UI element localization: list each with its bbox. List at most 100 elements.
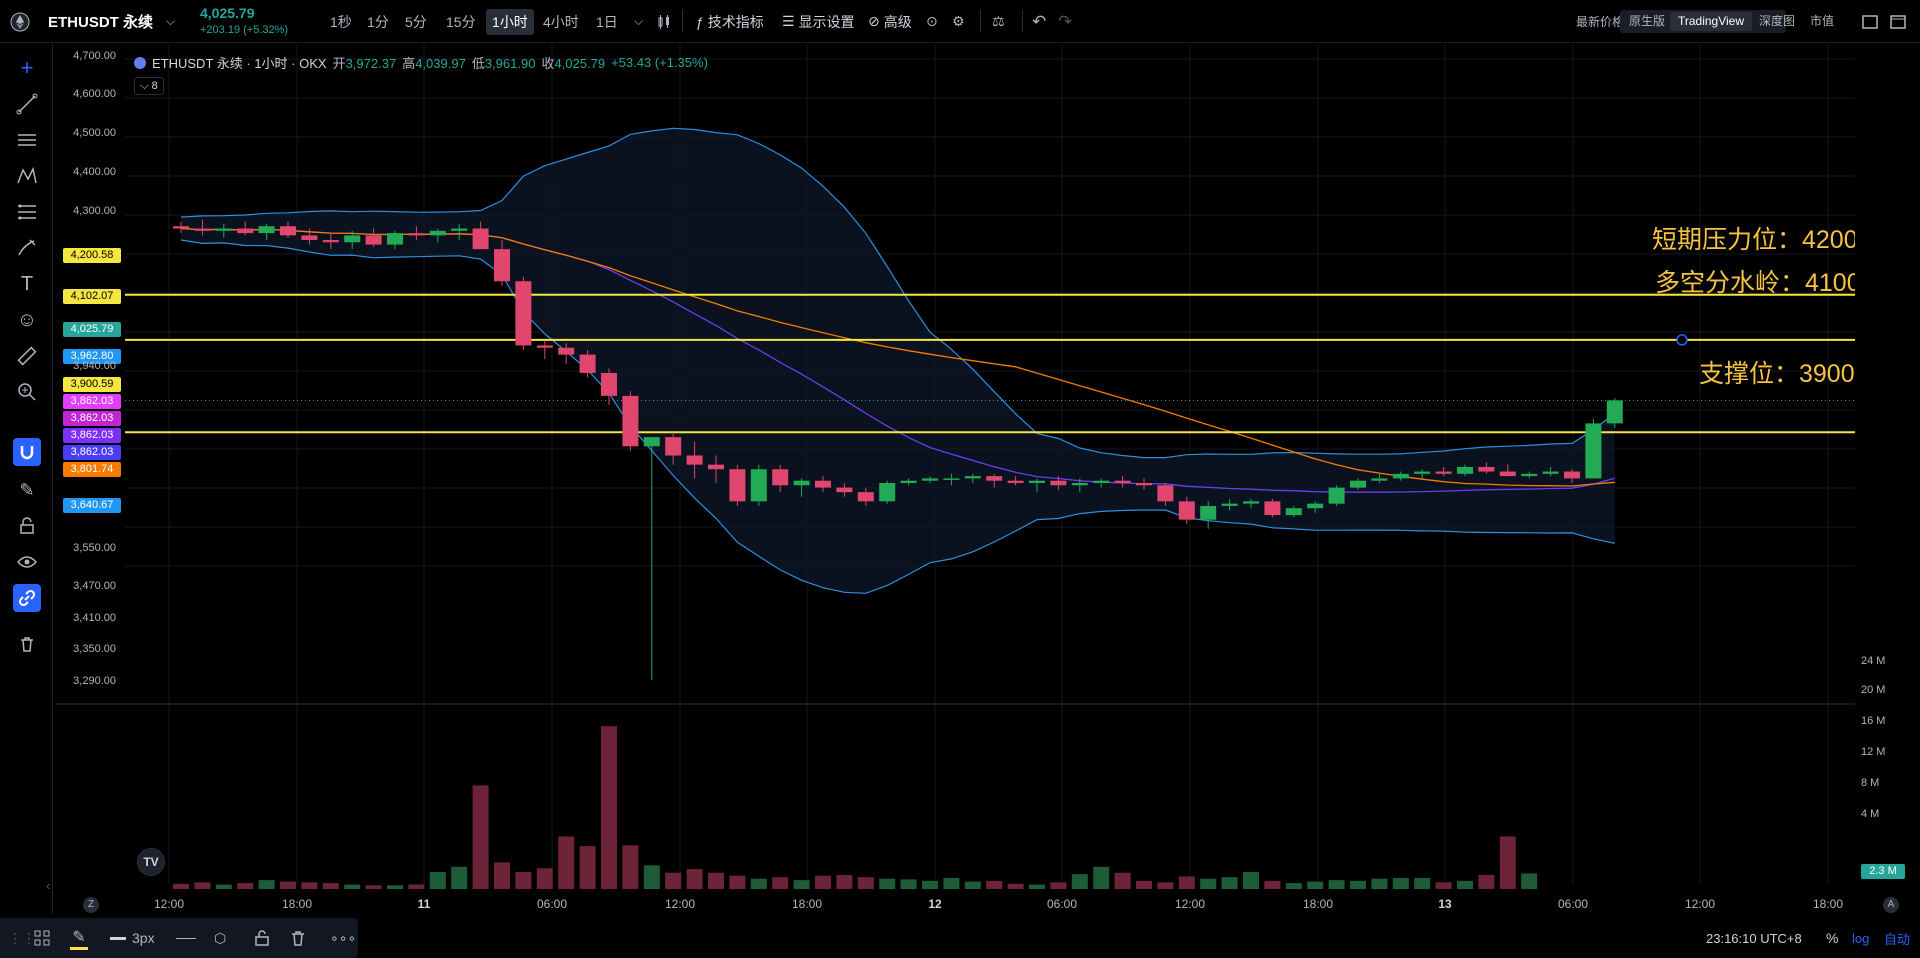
interval-3[interactable]: 15分 [446,13,476,30]
symbol-name[interactable]: ETHUSDT 永续 [48,14,154,31]
interval-5[interactable]: 4小时 [543,13,579,30]
advanced-button[interactable]: ⊘ 高级 [868,13,912,30]
percent-toggle[interactable]: % [1826,930,1839,946]
interval-0[interactable]: 1秒 [330,13,352,30]
volume-axis: 24 M 20 M 16 M 12 M 8 M 4 M 2.3 M A [1855,44,1920,914]
auto-scale-button[interactable]: A [1883,897,1899,913]
volume-bar [964,881,981,889]
brush-icon[interactable] [13,234,41,262]
volume-tick-0: 24 M [1861,655,1886,667]
alert-icon[interactable]: ⊙ [926,13,938,29]
fullscreen-icon[interactable] [1890,0,1906,43]
pencil-lock-icon[interactable]: ✎ [19,479,35,500]
price-tag-8: 3,862.03 [63,445,121,460]
layout-icon[interactable] [1862,0,1878,43]
text-icon[interactable]: T [20,272,34,295]
volume-bar [1371,878,1388,889]
pencil-color-icon[interactable]: ✎ [70,918,88,958]
magnet-icon[interactable] [13,438,41,466]
drag-handle-icon[interactable]: ⋮⋮ [8,929,36,946]
delete-icon[interactable] [290,918,306,958]
bollinger-upper-line [180,127,1616,459]
volume-bar [1029,884,1045,889]
indicators-button[interactable]: ƒ 技术指标 [696,13,764,30]
undo-icon[interactable]: ↶ [1032,11,1047,31]
candle-type-icon[interactable] [656,0,672,43]
zoom-icon[interactable] [13,378,41,406]
candle-body [879,482,896,502]
log-toggle[interactable]: log [1852,930,1870,946]
volume-bar [1478,874,1495,889]
redo-icon[interactable]: ↷ [1058,11,1073,31]
symbol-dropdown-icon[interactable]: ⌵ [166,14,176,28]
crosshair-icon[interactable]: + [20,55,34,80]
candle-body [215,228,232,231]
volume-bar [1521,873,1538,889]
fib-icon[interactable] [13,198,41,226]
chart-area[interactable]: 12:00 18:00 11 06:00 12:00 18:00 12 06:00 12:00 1… [55,44,1855,914]
more-icon[interactable]: ∘∘∘ [330,929,357,946]
candle-body [280,226,296,236]
pattern-icon[interactable] [13,162,41,190]
lock-icon[interactable] [13,512,41,540]
interval-dropdown-icon[interactable]: ⌵ [634,14,644,28]
emoji-icon[interactable]: ☺ [16,308,38,331]
volume-bar [1435,882,1452,889]
view-tab-3[interactable]: 市值 [1809,14,1834,28]
volume-tick-4: 8 M [1861,777,1880,789]
chart-canvas[interactable]: 12:00 18:00 11 06:00 12:00 18:00 12 06:00 12:00 1… [55,44,1855,914]
eye-icon[interactable] [13,548,41,576]
gear-icon[interactable]: ⚙ [952,13,965,29]
candle-body [194,228,211,231]
settings-list-icon: ☰ [782,13,795,29]
annotation-resistance[interactable]: 短期压力位：4200 [1652,226,1858,254]
time-label-11: 06:00 [1558,897,1588,911]
view-tab-0[interactable]: 原生版 [1628,14,1665,28]
candle-body [472,228,489,250]
trash-icon[interactable] [13,630,41,658]
collapse-left-icon[interactable]: ‹ [46,878,51,893]
hexagon-settings-icon[interactable]: ⬡ [214,929,227,946]
price-tick-1: 4,600.00 [73,88,116,100]
layout-grid-icon[interactable] [34,918,50,958]
auto-toggle[interactable]: 自动 [1884,931,1911,947]
price-change: +203.19 (+5.32%) [200,24,289,36]
compare-icon[interactable]: ⚖ [992,13,1005,29]
annotation-pivot[interactable]: 多空分水岭：4100 [1655,269,1861,297]
volume-bar [558,836,575,889]
candle-body [579,354,596,373]
annotation-support[interactable]: 支撑位：3900 [1699,360,1855,388]
interval-1[interactable]: 1分 [367,13,389,30]
interval-2[interactable]: 5分 [405,13,427,30]
trend-line-icon[interactable] [13,90,41,118]
interval-4[interactable]: 1小时 [486,0,534,43]
candle-body [1307,503,1324,509]
price-tag-3: 3,962.80 [63,349,121,364]
link-icon[interactable] [13,584,41,612]
chevron-down-icon: ⌵ [140,79,149,92]
candle-body [665,437,682,456]
volume-tick-1: 20 M [1861,684,1886,696]
tradingview-logo-icon[interactable]: TV [137,848,165,876]
stroke-width-select[interactable]: 3px [110,918,155,958]
price-tick-6: 3,550.00 [73,542,116,554]
parallel-lines-icon[interactable] [13,126,41,154]
candle-body [1178,501,1195,520]
candle-body [643,437,660,447]
time-label-7: 06:00 [1047,897,1077,911]
line-style-icon[interactable] [176,918,196,958]
candle-body [387,233,403,245]
view-tab-1[interactable]: TradingView [1670,12,1752,31]
legend-change: +53.43 (+1.35%) [611,55,708,70]
unlock-icon[interactable] [254,918,270,958]
volume-bar [1350,880,1366,889]
candle-body [1029,480,1045,483]
indicator-collapse-button[interactable]: ⌵ 8 [134,77,164,95]
timezone-z-button[interactable]: Z [83,897,99,913]
interval-6[interactable]: 1日 [596,13,618,30]
volume-bar [1221,877,1238,889]
ruler-icon[interactable] [13,342,41,370]
view-tab-2[interactable]: 深度图 [1758,14,1795,28]
close-label: 收 [541,56,555,71]
display-settings-button[interactable]: ☰ 显示设置 [782,13,855,30]
